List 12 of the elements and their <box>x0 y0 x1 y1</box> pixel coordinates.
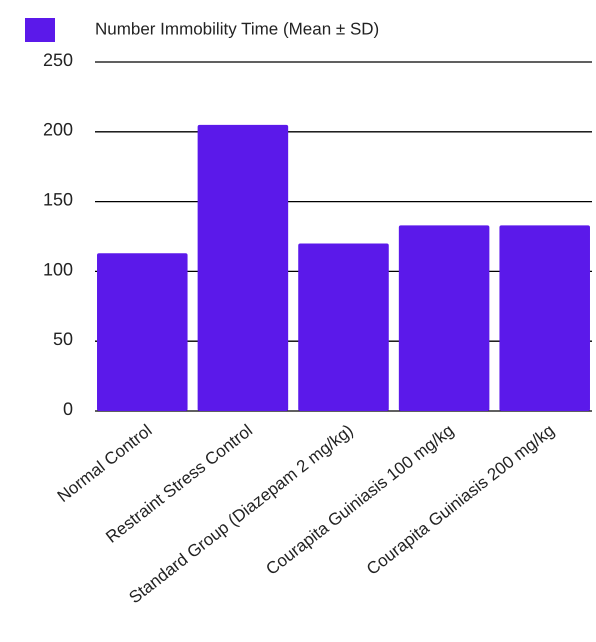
y-tick-label: 50 <box>52 329 73 350</box>
y-tick-label: 250 <box>42 50 73 70</box>
y-tick-label: 0 <box>62 398 73 419</box>
y-tick-label: 150 <box>42 189 73 210</box>
bar <box>298 243 389 411</box>
y-tick-label: 200 <box>42 120 73 140</box>
bar <box>198 124 288 411</box>
bar <box>499 225 590 411</box>
bar <box>97 253 188 411</box>
y-tick-label: 100 <box>42 259 73 280</box>
legend-label: Number Immobility Time (Mean ± SD) <box>95 19 380 38</box>
bar <box>398 225 490 411</box>
